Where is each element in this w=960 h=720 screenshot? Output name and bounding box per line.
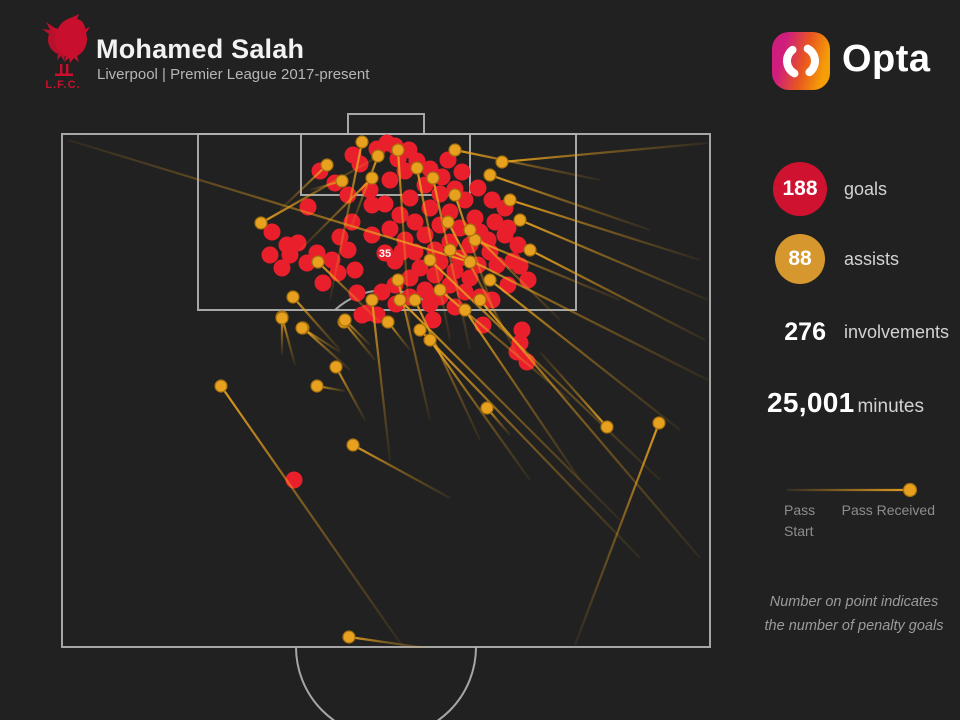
penalty-arc bbox=[334, 289, 438, 311]
six-yard-box bbox=[300, 133, 471, 196]
liver-bird-icon bbox=[42, 14, 90, 76]
center-circle bbox=[295, 646, 477, 720]
opta-wordmark: Opta bbox=[842, 38, 931, 80]
assists-label: assists bbox=[844, 249, 900, 269]
page-title: Mohamed Salah bbox=[96, 34, 305, 64]
club-initials: L.F.C. bbox=[45, 79, 81, 91]
penalty-note: Number on point indicates the number of … bbox=[748, 590, 960, 638]
assist-lines bbox=[67, 138, 709, 648]
penalty-count-annotation: 35 bbox=[379, 248, 391, 260]
legend-received-dot bbox=[902, 482, 918, 498]
goal-frame bbox=[347, 113, 425, 135]
involvements-value: 276 bbox=[784, 318, 826, 346]
involvements-label: involvements bbox=[844, 322, 950, 342]
opta-logo-icon bbox=[772, 32, 830, 90]
data-layer bbox=[67, 134, 709, 648]
pitch-lines bbox=[61, 113, 711, 720]
penalty-area bbox=[197, 133, 577, 311]
legend-pass-start-label: Pass Start bbox=[784, 502, 816, 539]
minutes-value: 25,001 bbox=[767, 387, 855, 418]
goal-dots bbox=[261, 134, 537, 489]
minutes-label: minutes bbox=[857, 396, 924, 417]
penalty-note-line2: the number of penalty goals bbox=[764, 618, 944, 634]
assists-badge: 88 bbox=[775, 234, 825, 284]
minutes-row: 25,001 minutes bbox=[767, 387, 924, 419]
goals-label: goals bbox=[844, 179, 888, 199]
liverpool-crest: L.F.C. bbox=[30, 14, 96, 100]
assist-received-dots bbox=[214, 135, 666, 644]
penalty-note-line1: Number on point indicates bbox=[769, 594, 939, 610]
legend-pass-received-label: Pass Received bbox=[841, 502, 935, 518]
goals-badge: 188 bbox=[773, 162, 827, 216]
page-subtitle: Liverpool | Premier League 2017-present bbox=[97, 66, 370, 83]
